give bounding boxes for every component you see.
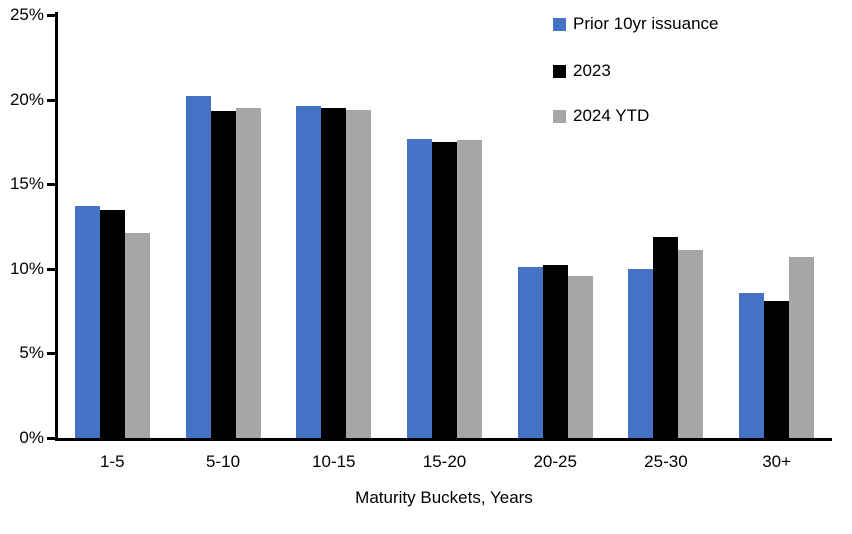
- y-axis-tick-label-15: 15%: [9, 174, 44, 194]
- bar-2023-1-5: [99, 209, 125, 438]
- y-axis-tick-25: [47, 14, 55, 17]
- x-axis-label-10-15: 10-15: [312, 452, 356, 471]
- bar-prior-10yr-issuance-5-10: [185, 96, 211, 438]
- y-axis-tick-label-10: 10%: [9, 258, 44, 278]
- bar-2023-30+: [764, 300, 790, 438]
- bar-2024-ytd-15-20: [457, 140, 483, 438]
- x-axis-label-5-10: 5-10: [206, 452, 241, 471]
- bar-group-5-10: [168, 15, 279, 438]
- bar-prior-10yr-issuance-10-15: [296, 106, 322, 438]
- legend-label-2023: 2023: [573, 61, 611, 80]
- x-axis-title: Maturity Buckets, Years: [355, 488, 533, 507]
- bar-group-20-25: [500, 15, 611, 438]
- x-axis-label-1-5: 1-5: [100, 452, 125, 471]
- bar-group-15-20: [389, 15, 500, 438]
- bar-group-10-15: [278, 15, 389, 438]
- bar-2023-5-10: [210, 111, 236, 438]
- y-axis-tick-label-20: 20%: [9, 89, 44, 109]
- y-axis-tick-0: [47, 437, 55, 440]
- bar-2024-ytd-1-5: [124, 233, 150, 438]
- legend-marker-2024-ytd-icon: [553, 109, 566, 123]
- bar-2023-20-25: [542, 265, 568, 438]
- bar-prior-10yr-issuance-1-5: [74, 206, 100, 438]
- x-axis-label-20-25: 20-25: [533, 452, 577, 471]
- bar-2024-ytd-20-25: [567, 275, 593, 438]
- legend-item-2023: 2023: [553, 60, 611, 82]
- x-axis-label-30+: 30+: [762, 452, 792, 471]
- y-axis-tick-15: [47, 183, 55, 187]
- bar-2024-ytd-5-10: [235, 108, 261, 438]
- x-axis-line: [55, 438, 832, 441]
- bar-group-30+: [721, 15, 832, 438]
- bar-prior-10yr-issuance-15-20: [407, 138, 433, 438]
- y-axis-tick-20: [47, 98, 55, 102]
- y-axis-tick-label-25: 25%: [9, 5, 44, 24]
- legend-marker-prior-10yr-issuance-icon: [553, 17, 566, 31]
- bar-2024-ytd-10-15: [346, 109, 372, 438]
- bar-2024-ytd-30+: [789, 256, 815, 438]
- bar-prior-10yr-issuance-30+: [739, 292, 765, 438]
- bar-2024-ytd-25-30: [678, 250, 704, 438]
- bar-group-25-30: [611, 15, 722, 438]
- bar-2023-10-15: [321, 108, 347, 438]
- y-axis-tick-10: [47, 267, 55, 271]
- x-axis-label-15-20: 15-20: [422, 452, 467, 471]
- legend-item-2024-ytd: 2024 YTD: [553, 105, 649, 127]
- bar-2023-25-30: [653, 236, 679, 438]
- x-axis-label-25-30: 25-30: [644, 452, 688, 471]
- y-axis-tick-5: [47, 352, 55, 356]
- y-axis-line: [55, 12, 58, 441]
- y-axis-tick-label-0: 0%: [19, 428, 44, 447]
- bar-2023-15-20: [432, 141, 458, 438]
- bar-prior-10yr-issuance-20-25: [517, 267, 543, 438]
- plot-area: [57, 15, 832, 438]
- y-axis-tick-label-5: 5%: [19, 343, 44, 363]
- legend-marker-2023-icon: [553, 64, 566, 78]
- legend-item-prior-10yr-issuance: Prior 10yr issuance: [553, 13, 719, 35]
- bar-prior-10yr-issuance-25-30: [628, 268, 654, 438]
- legend-label-2024-ytd: 2024 YTD: [573, 106, 650, 125]
- legend-label-prior-10yr-issuance: Prior 10yr issuance: [573, 14, 719, 33]
- bar-group-1-5: [57, 15, 168, 438]
